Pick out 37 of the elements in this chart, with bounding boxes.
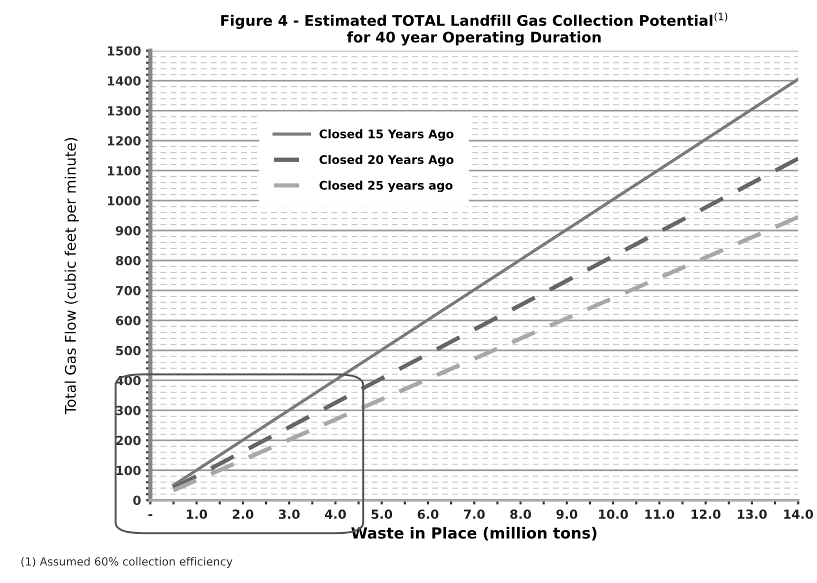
x-tick-label: 11.0 xyxy=(645,509,674,519)
y-tick-label: 1000 xyxy=(108,196,141,206)
y-tick-label: 1400 xyxy=(108,76,141,86)
x-tick-label: 8.0 xyxy=(510,509,532,519)
y-tick-label: 500 xyxy=(116,346,141,356)
legend-label: Closed 25 years ago xyxy=(320,180,453,192)
x-axis-title: Waste in Place (million tons) xyxy=(351,526,596,541)
legend-label: Closed 15 Years Ago xyxy=(320,129,454,141)
y-tick-label: 700 xyxy=(116,286,141,296)
y-tick-label: 1300 xyxy=(108,106,141,116)
x-tick-label: - xyxy=(148,514,152,516)
x-tick-label: 7.0 xyxy=(464,509,485,519)
y-tick-label: 800 xyxy=(116,256,141,266)
x-tick-label: 5.0 xyxy=(372,509,392,519)
y-tick-label: 900 xyxy=(116,226,141,236)
y-tick-label: 600 xyxy=(116,316,141,326)
x-tick-label: 1.0 xyxy=(186,509,208,519)
y-tick-label: 300 xyxy=(116,406,141,416)
chart-title: Figure 4 - Estimated TOTAL Landfill Gas Collection Potential$^{(1)}$ for 40 year Operating Duration xyxy=(221,12,728,46)
y-axis-title: Total Gas Flow (cubic feet per minute) xyxy=(64,138,79,414)
x-tick-label: 13.0 xyxy=(738,509,767,519)
y-tick-label: 1100 xyxy=(108,166,141,176)
y-tick-label: 1500 xyxy=(108,46,141,56)
x-tick-label: 10.0 xyxy=(599,509,628,519)
x-tick-label: 2.0 xyxy=(232,509,254,519)
x-tick-label: 14.0 xyxy=(784,509,814,519)
y-tick-label: 100 xyxy=(116,466,141,476)
y-tick-label: 1200 xyxy=(108,136,141,146)
y-tick-label: 200 xyxy=(116,436,141,446)
y-tick-label: 0 xyxy=(133,496,141,506)
legend-label: Closed 20 Years Ago xyxy=(320,154,454,166)
x-tick-label: 9.0 xyxy=(556,509,578,519)
x-tick-label: 12.0 xyxy=(692,509,720,519)
x-tick-label: 3.0 xyxy=(278,509,300,519)
x-tick-label: 4.0 xyxy=(324,509,346,519)
text: (1) Assumed 60% collection efficiency xyxy=(21,557,232,568)
x-tick-label: 6.0 xyxy=(418,509,438,519)
